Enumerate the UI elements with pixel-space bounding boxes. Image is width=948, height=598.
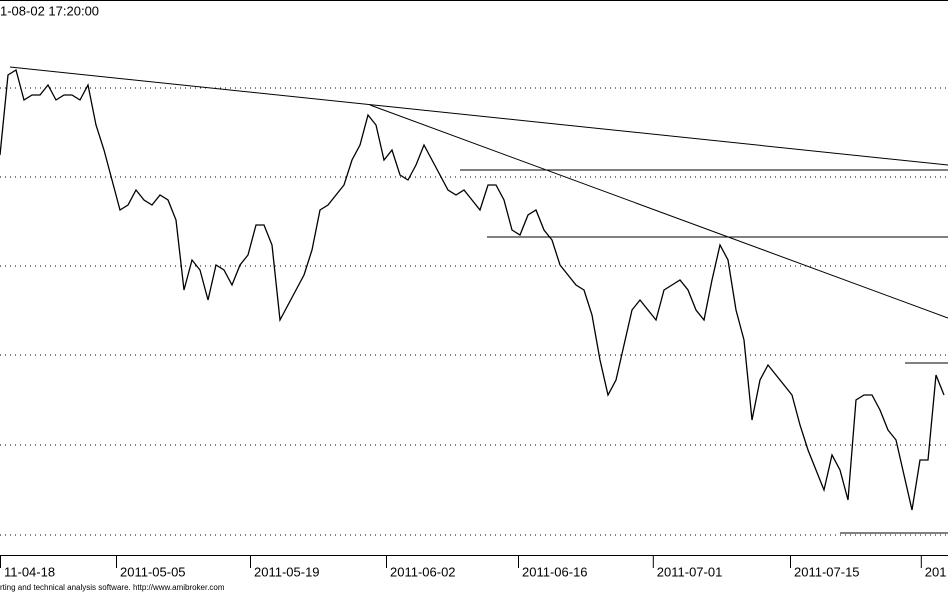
trend-line bbox=[369, 104, 948, 319]
x-tick-label: 2011-06-02 bbox=[390, 564, 456, 579]
trend-lines bbox=[9, 66, 948, 534]
footer: rting and technical analysis software. h… bbox=[0, 583, 225, 592]
price-line bbox=[0, 68, 945, 511]
x-tick-label: 2011-05-19 bbox=[254, 564, 320, 579]
x-tick-label: 2011-07-15 bbox=[794, 564, 860, 579]
x-tick-label: 11-04-18 bbox=[4, 564, 55, 579]
x-tick-label: 2011-07-01 bbox=[657, 564, 723, 579]
trend-line bbox=[9, 66, 948, 166]
x-tick-label: 2011-05-05 bbox=[120, 564, 186, 579]
grid bbox=[0, 87, 948, 536]
x-tick-label: 201 bbox=[925, 564, 947, 579]
chart-title: 1-08-02 17:20:00 bbox=[0, 3, 99, 18]
x-tick-label: 2011-06-16 bbox=[522, 564, 588, 579]
